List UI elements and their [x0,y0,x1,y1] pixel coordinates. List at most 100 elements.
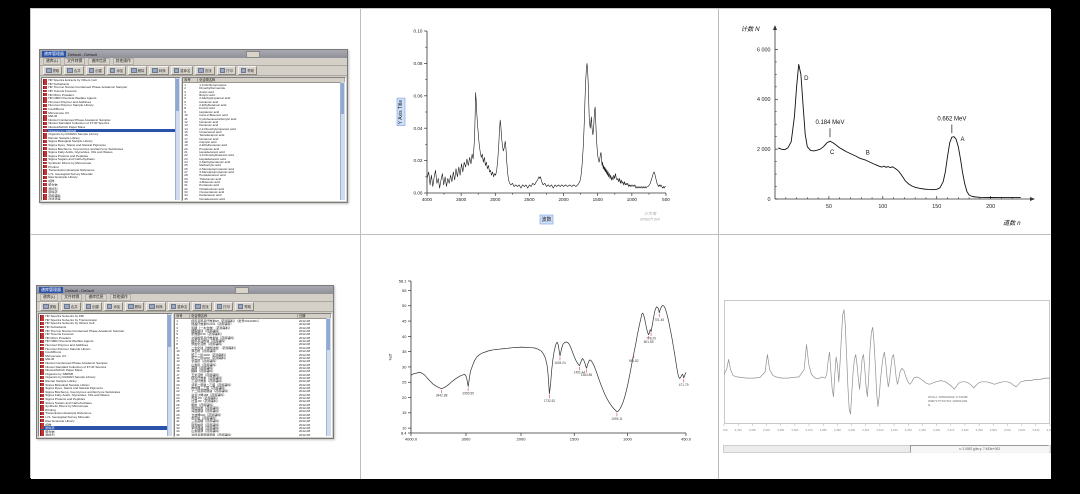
tree-item[interactable]: Sigma Biological Sample Library [43,140,180,143]
list-row[interactable]: 17 玉米淀粉（药用辅料） 2012-08 [175,373,331,377]
tree-item[interactable]: 原料药 [40,425,173,430]
list-row[interactable]: 8 Formic acid [183,106,345,110]
tree-item[interactable]: HR Thermo Nicolet Condensed Phase Academ… [43,86,180,89]
tree-item[interactable]: Raman Sample Library [43,136,180,140]
window-titlebar[interactable]: 谱库管理器 Default - Default [37,286,333,294]
column-header[interactable]: 化合物名称 [190,314,298,319]
tree-item[interactable]: 标样 [43,179,180,183]
tree-item[interactable]: Sigma Fatty Acids, Glycerides, Oils and … [40,394,172,397]
toolbar-button[interactable]: 创建 [85,66,105,75]
toolbar-button[interactable]: 提取 [43,66,63,75]
list-row[interactable]: 34 山梨酸钾（药用辅料） 2012-08 [175,429,331,433]
tree-item[interactable]: Sigma Proteins and Peptides [40,397,172,401]
list-row[interactable]: 27 3-Mercaptopropanoic acid [183,170,345,174]
list-row[interactable]: 3 Acetic acid [183,90,345,94]
menu-item[interactable]: 其他操作 [109,294,131,301]
tree-item[interactable]: Organics by SBRSB [43,128,181,133]
list-row[interactable]: 10 trans-2-Butenoic acid [183,113,345,117]
list-row[interactable]: 7 2-Ethylbutanoic acid [183,103,345,107]
tree-item[interactable]: U.S. Geological Survey Minerals [40,415,172,419]
list-row[interactable]: 11 聚乙二醇4000（药用辅料） 2012-08 [175,353,331,357]
list-row[interactable]: 9 Heptanoic acid [183,110,345,114]
list-row[interactable]: 18 羟丙纤维素（药用辅料） 2012-08 [175,376,331,380]
list-row[interactable]: 30 黄原胶（药用辅料） 2012-08 [175,416,331,420]
tree-item[interactable]: Organics by SBRSB [40,372,172,376]
list-row[interactable]: 19 乙基纤维素（药用辅料） 2012-08 [175,379,331,383]
list-row[interactable]: 34 Dodecanoic acid [183,193,345,197]
tree-item[interactable]: 聚合物 [40,430,172,433]
list-scrollbar[interactable] [340,82,345,200]
toolbar-button[interactable]: 查找 [192,302,212,311]
list-row[interactable]: 20 Propanoic acid [183,147,345,151]
tree-item[interactable]: HR Spectra Extracts by Others Cell [43,79,180,82]
list-row[interactable]: 25 Methacrylic acid [183,163,345,167]
tree-scrollbar[interactable] [167,314,173,436]
tree-item[interactable]: HR Micro Powders [43,93,180,96]
list-row[interactable]: 28 Pentadecanoic acid [183,173,345,177]
list-row[interactable]: 31 Pentanoic acid [183,183,345,187]
list-row[interactable]: 13 甘露醇（药用辅料） 2012-08 [175,359,331,363]
list-row[interactable]: 14 山梨醇（药用辅料） 2012-08 [175,363,331,367]
toolbar-button[interactable]: 重命名 [170,66,194,75]
tree-item[interactable]: Printing [43,165,180,168]
tree-item[interactable]: Raw Example Library [40,419,172,422]
tree-item[interactable]: 药用辅料 [43,194,180,197]
tree-item[interactable]: HR Toxents Forensic [40,332,172,336]
menu-item[interactable]: 文件转换 [61,294,83,301]
tree-item[interactable]: Mid-IR [40,358,172,361]
tree-item[interactable]: Hummel Polymer Sample Library [43,104,180,107]
tree-item[interactable]: Sigma Dyes, Stains and Natural Pigments [43,143,180,147]
tree-item[interactable]: IncoKBruns [43,107,180,111]
list-scrollbar[interactable] [326,318,331,436]
list-row[interactable]: 35 Nonadecanoic acid [183,197,345,200]
toolbar-button[interactable]: 删除 [128,66,148,75]
toolbar-button[interactable]: 查找 [195,66,215,75]
tree-item[interactable]: 自建谱库 [43,197,180,200]
list-row[interactable]: 9 二氧化硅（微粉硅胶）（药用辅料） 2012-08 [175,346,331,350]
tree-item[interactable]: HR Thermo Nicolet Condensed Phase Academ… [40,329,172,332]
list-row[interactable]: 1 羟丙基甲基纤维素E5（药用辅料）（批号20120301） 2012-08 [175,319,331,323]
toolbar-button[interactable]: 转换 [146,302,166,311]
tree-item[interactable]: Mid-IR [43,114,180,118]
tree-item[interactable]: Microscope UV [40,354,172,358]
column-header[interactable]: 化合物名称 [198,78,345,83]
toolbar-button[interactable]: 提取 [40,302,60,311]
toolbar-button[interactable]: 合并 [64,66,84,75]
tree-item[interactable]: Transmission Example Reference [43,168,180,172]
list-row[interactable]: 26 明胶（药用辅料） 2012-08 [175,403,331,407]
menu-item[interactable]: 谱库信息 [85,294,107,301]
tree-item[interactable]: HR Spectra Solvents by Transmission [40,318,172,322]
list-row[interactable]: 15 蔗糖（药用辅料） 2012-08 [175,366,331,370]
tree-item[interactable]: Sigma Fatty Acids, Glycerides, Oils and … [43,150,180,154]
tree-item[interactable]: Synthetic Fibers by Microscope [43,161,180,165]
list-row[interactable]: 30 3-Butenoic acid [183,180,345,184]
tree-item[interactable]: Nicolet Condensed Phase Academic Sampler [40,361,172,365]
toolbar-button[interactable]: 打印 [213,302,233,311]
tree-item[interactable]: HR Surfactants [43,82,180,86]
list-row[interactable]: 26 2-Mercaptopropanoic acid [183,167,345,171]
window-titlebar[interactable]: 谱库管理器 Default - Default [40,50,347,58]
tree-item[interactable]: Organics by RAMAN Sample Library [43,132,180,136]
list-row[interactable]: 29 Tridecanoic acid [183,177,345,181]
list-row[interactable]: 13 Decanoic acid [183,123,345,127]
tree-item[interactable]: Synthetic Fibers by Microscope [40,404,172,408]
toolbar-button[interactable]: 添加 [106,66,127,75]
menu-item[interactable]: 其他操作 [112,58,134,65]
tree-item[interactable]: 标样 [40,422,172,426]
window-title-dropdown[interactable] [235,286,250,294]
list-row[interactable]: 15 Undecanoic acid [183,130,345,134]
window-title-dropdown[interactable] [246,50,261,58]
toolbar-button[interactable]: 删除 [125,302,145,311]
list-row[interactable]: 19 2-Ethylhexanoic acid [183,143,345,147]
toolbar-button[interactable]: 帮助 [237,66,258,75]
list-row[interactable]: 5 聚维酮K30（药用辅料） 2012-08 [175,332,331,336]
list-row[interactable]: 17 Nonanoic acid [183,137,345,141]
list-row[interactable]: 18 Caprylic acid [183,140,345,144]
tree-item[interactable]: Sigma Biochems, Coenzymes and Enzyme Sub… [43,147,180,150]
tree-item[interactable]: Transmission Example Reference [40,412,172,415]
list-row[interactable]: 29 卡波姆940（药用辅料） 2012-08 [175,413,331,417]
list-row[interactable]: 21 枸橼酸三乙酯（药用辅料） 2012-08 [175,386,331,390]
toolbar-button[interactable]: 添加 [103,302,124,311]
tree-item[interactable]: Printing [40,408,172,412]
tree-item[interactable]: HR Toxents Forensic [43,89,180,93]
